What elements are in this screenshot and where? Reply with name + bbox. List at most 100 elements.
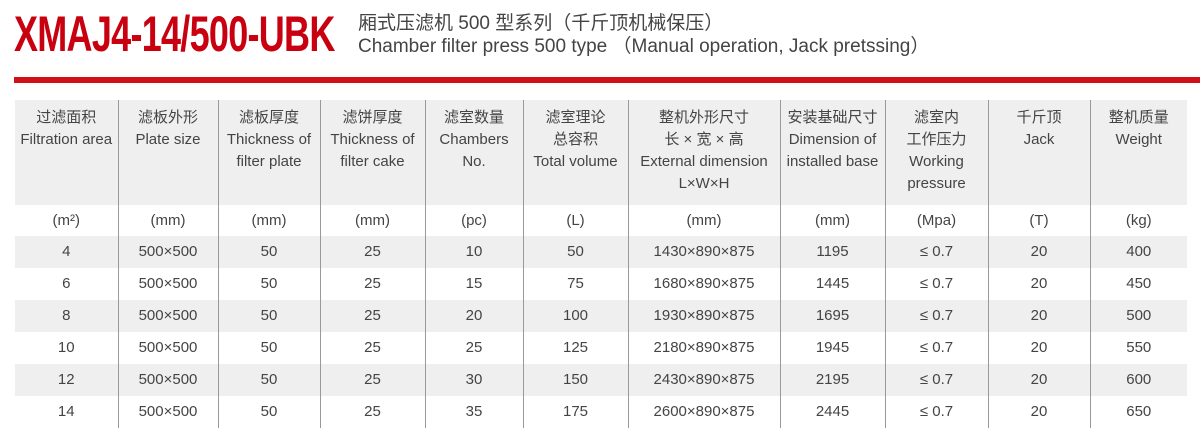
- model-title: XMAJ4-14/500-UBK: [14, 6, 335, 62]
- table-row: 8 500×500 50 25 20 100 1930×890×875 1695 ≤ 0.7 20…: [15, 300, 1187, 332]
- header-line: 滤室内: [913, 109, 959, 126]
- table-cell: 2445: [779, 396, 885, 428]
- header-cell: 滤室理论 总容积 Total volume: [522, 100, 628, 205]
- header-cell: 过滤面积 Filtration area: [15, 100, 118, 205]
- table-row: 4 500×500 50 25 10 50 1430×890×875 1195 ≤ 0.7 20 4…: [15, 236, 1187, 268]
- header-line: 滤板厚度: [238, 109, 299, 126]
- unit-cell: (T): [987, 205, 1090, 236]
- table-cell: 50: [217, 236, 320, 268]
- spec-table: 过滤面积 Filtration area 滤板外形 Plate size 滤板厚度 Thi…: [15, 100, 1187, 428]
- header-line: External dimension: [640, 153, 768, 170]
- table-cell: 20: [987, 396, 1090, 428]
- table-cell: 1930×890×875: [627, 300, 780, 332]
- table-cell: 550: [1089, 332, 1187, 364]
- header-line: Working: [909, 153, 964, 170]
- table-cell: 20: [987, 236, 1090, 268]
- table-cell: 150: [522, 364, 628, 396]
- table-cell: 4: [15, 236, 118, 268]
- header-line: 整机质量: [1108, 109, 1169, 126]
- table-cell: 500×500: [117, 332, 218, 364]
- title-divider: [14, 77, 1200, 83]
- table-cell: 25: [319, 300, 425, 332]
- table-cell: 2180×890×875: [627, 332, 780, 364]
- header-line: 安装基础尺寸: [787, 109, 878, 126]
- unit-cell: (mm): [627, 205, 780, 236]
- table-cell: 20: [987, 268, 1090, 300]
- table-cell: 50: [217, 364, 320, 396]
- table-cell: 30: [424, 364, 523, 396]
- table-cell: 1680×890×875: [627, 268, 780, 300]
- table-cell: 14: [57, 403, 75, 420]
- header-cell: 整机质量 Weight: [1089, 100, 1187, 205]
- header-cell: 滤室内 工作压力 Working pressure: [884, 100, 988, 205]
- table-cell: 50: [522, 236, 628, 268]
- table-cell: 25: [319, 268, 425, 300]
- header-line: Dimension of: [788, 131, 877, 148]
- table-cell: 2195: [779, 364, 885, 396]
- table-cell: 2600×890×875: [627, 396, 780, 428]
- header-line: Thickness of: [226, 131, 312, 148]
- table-cell: 6: [62, 275, 71, 292]
- table-cell: 500: [1089, 300, 1187, 332]
- header-line: 总容积: [552, 131, 598, 148]
- table-cell: 8: [15, 300, 118, 332]
- unit-cell: (m²): [52, 211, 80, 229]
- table-cell: 25: [319, 364, 425, 396]
- header-cell: 整机外形尺寸长 × 宽 × 高 External dimension L×W×H: [627, 100, 780, 205]
- header-cell: 滤板外形 Plate size: [117, 100, 218, 205]
- table-cell: 1945: [779, 332, 885, 364]
- header-line: Thickness of: [330, 131, 415, 148]
- table-cell: 500×500: [117, 300, 218, 332]
- unit-cell: (Mpa): [884, 205, 988, 236]
- table-cell: ≤ 0.7: [884, 236, 988, 268]
- table-cell: 500×500: [117, 396, 218, 428]
- header-line: 滤饼厚度: [342, 109, 403, 126]
- table-cell: 10: [424, 236, 523, 268]
- subtitle: 厢式压滤机 500 型系列（千斤顶机械保压） Chamber filter pr…: [358, 12, 929, 58]
- table-cell: 2430×890×875: [627, 364, 780, 396]
- header-line: 滤室数量: [443, 109, 504, 126]
- table-cell: ≤ 0.7: [884, 300, 988, 332]
- table-cell: 20: [987, 332, 1090, 364]
- table-row: 12 500×500 50 25 30 150 2430×890×875 2195 ≤ 0.7 2…: [15, 364, 1187, 396]
- header-line: 滤板外形: [137, 109, 198, 126]
- table-cell: 12: [15, 364, 118, 396]
- table-row: 10 500×500 50 25 25 125 2180×890×875 1945 ≤ 0.7 2…: [15, 332, 1187, 364]
- header-row: 过滤面积 Filtration area 滤板外形 Plate size 滤板厚度 Thi…: [15, 100, 1187, 205]
- header-line: filter cake: [340, 153, 405, 170]
- table-cell: ≤ 0.7: [884, 332, 988, 364]
- table-row: 14 500×500 50 25 35 175 2600×890×875 2445 ≤ 0.7 2…: [15, 396, 1187, 428]
- table-cell: 25: [319, 396, 425, 428]
- table-cell: 650: [1089, 396, 1187, 428]
- table-cell: 400: [1089, 236, 1187, 268]
- unit-cell: (mm): [117, 205, 218, 236]
- table-cell: 50: [217, 268, 320, 300]
- subtitle-en: Chamber filter press 500 type （Manual op…: [358, 36, 930, 57]
- table-cell: 20: [987, 300, 1090, 332]
- table-cell: 25: [319, 236, 425, 268]
- table-cell: 125: [522, 332, 628, 364]
- table-cell: ≤ 0.7: [884, 364, 988, 396]
- table-cell: 1695: [779, 300, 885, 332]
- header-line: 过滤面积: [36, 109, 97, 126]
- header-line: Jack: [1023, 131, 1055, 148]
- header-line: Filtration area: [20, 131, 113, 148]
- table-cell: 1195: [779, 236, 885, 268]
- header-cell: 安装基础尺寸 Dimension of installed base: [779, 100, 885, 205]
- header-line: 千斤顶: [1016, 109, 1062, 126]
- table-cell: ≤ 0.7: [884, 268, 988, 300]
- table-cell: 100: [522, 300, 628, 332]
- table-row: 6 500×500 50 25 15 75 1680×890×875 1445 ≤ 0.7 20 4…: [15, 268, 1187, 300]
- unit-cell: (mm): [217, 205, 320, 236]
- header-line: L×W×H: [678, 175, 730, 192]
- header-line: Weight: [1115, 131, 1162, 148]
- header-cell: 滤室数量 Chambers No.: [424, 100, 523, 205]
- table-cell: 50: [217, 396, 320, 428]
- table-cell: 35: [424, 396, 523, 428]
- table-cell: 500×500: [117, 268, 218, 300]
- header-line: installed base: [786, 153, 879, 170]
- header-line: Plate size: [135, 131, 201, 148]
- table-cell: 25: [319, 332, 425, 364]
- header-line: No.: [462, 153, 486, 170]
- unit-cell: (pc): [424, 205, 523, 236]
